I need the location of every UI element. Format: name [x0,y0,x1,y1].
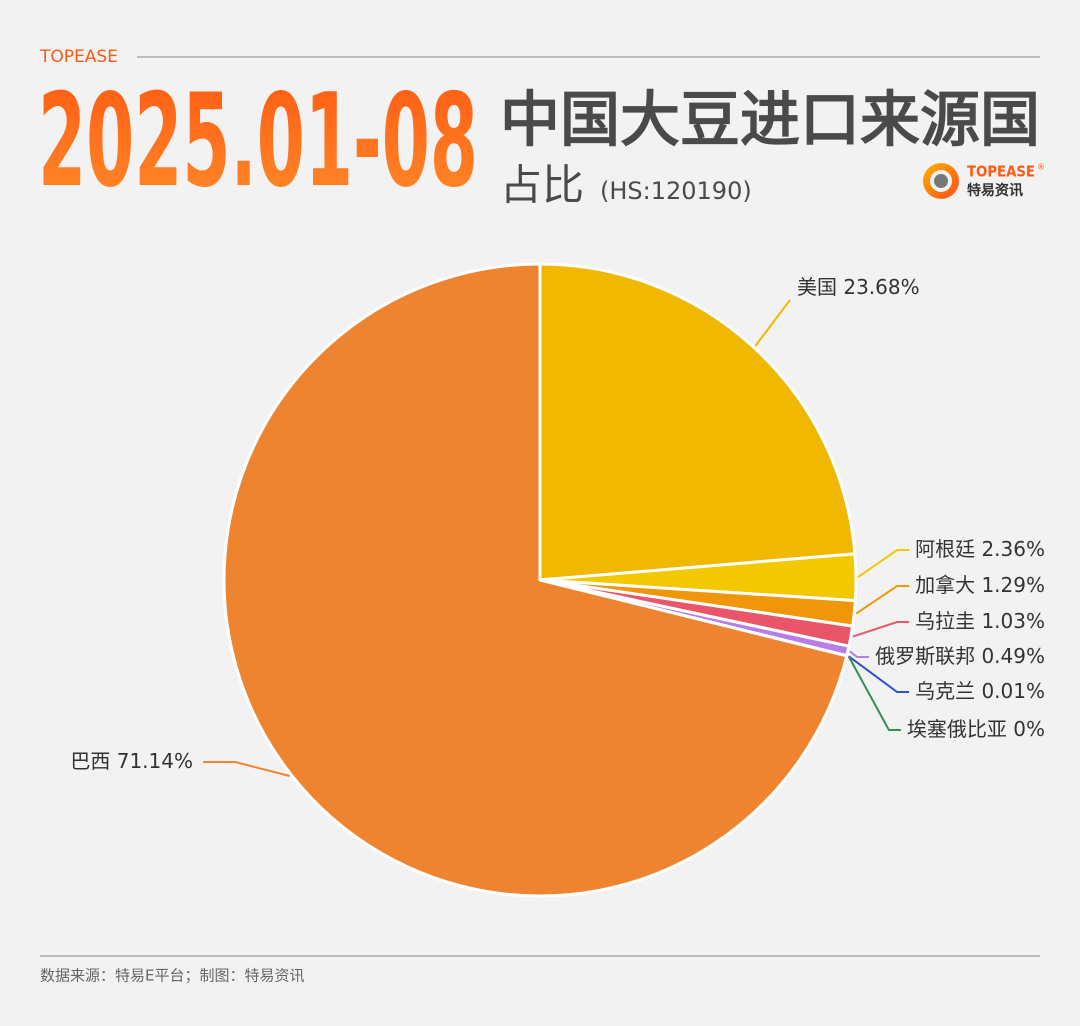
slice-label: 阿根廷 2.36% [915,537,1045,561]
leader-line [848,655,910,693]
slice-value-label: 0.01% [981,679,1045,703]
slice-value-label: 1.29% [981,573,1045,597]
slice-value-label: 2.36% [981,537,1045,561]
slice-label: 乌拉圭 1.03% [915,609,1045,633]
slice-category: 巴西 [70,749,110,773]
slice-value-label: 1.03% [981,609,1045,633]
slice-label: 埃塞俄比亚 0% [907,717,1045,741]
slice-category: 俄罗斯联邦 [875,644,975,668]
pie-slice [222,262,849,898]
footer: 数据来源：特易E平台；制图：特易资讯 [40,967,304,985]
slice-category: 阿根廷 [915,537,975,561]
slice-value-label: 23.68% [843,275,919,299]
slice-label: 乌克兰 0.01% [915,679,1045,703]
leader-line [203,761,290,777]
slice-category: 埃塞俄比亚 [907,717,1007,741]
subtitle-note: (HS:120190) [600,177,752,205]
subtitle: 占比 [500,161,584,210]
logo-brand: TOPEASE [967,163,1035,181]
chart-title: 中国大豆进口来源国 [500,86,1040,156]
leader-line [855,585,910,615]
logo-core [934,174,948,188]
leader-line [754,299,791,347]
slice-category: 乌拉圭 [915,609,975,633]
logo-mark: ® [1037,163,1045,172]
slice-category: 美国 [797,275,837,299]
slice-label: 加拿大 1.29% [915,573,1045,597]
leader-line [852,621,910,638]
leader-line [849,650,870,658]
logo-name: 特易资讯 [967,182,1023,199]
slice-category: 加拿大 [915,573,975,597]
slice-value-label: 0% [1013,717,1045,741]
slice-label: 俄罗斯联邦 0.49% [875,644,1045,668]
slice-category: 乌克兰 [915,679,975,703]
logo: TOPEASE ® 特易资讯 [923,163,1045,199]
slice-label: 巴西 71.14% [70,749,193,773]
title-date: 2025.01-08 [38,67,478,216]
pie: 美国 23.68%阿根廷 2.36%加拿大 1.29%乌拉圭 1.03%俄罗斯联… [70,262,1045,898]
slice-value-label: 0.49% [981,644,1045,668]
leader-line [847,655,901,731]
slice-label: 美国 23.68% [797,275,920,299]
pie-slice [538,262,857,582]
brand: TOPEASE [39,47,118,67]
slice-value-label: 71.14% [117,749,193,773]
leader-line [857,549,910,579]
